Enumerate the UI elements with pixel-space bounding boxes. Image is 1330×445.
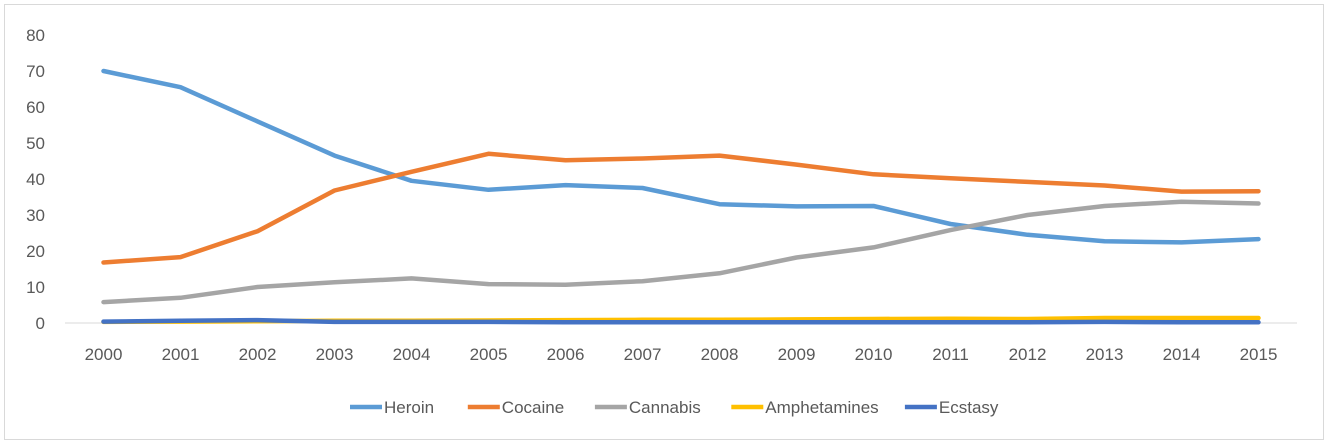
y-axis-ticks: 0 10 20 30 40 50 60 70 80 [26,26,45,333]
y-tick-label: 10 [26,278,45,297]
y-tick-label: 0 [36,314,45,333]
x-tick-label: 2005 [470,345,508,364]
x-tick-label: 2001 [162,345,200,364]
chart-frame [4,4,1324,440]
x-tick-label: 2002 [239,345,277,364]
series-line-ecstasy [101,317,1261,325]
x-tick-label: 2006 [547,345,585,364]
x-axis-ticks: 2000 2001 2002 2003 2004 2005 2006 2007 2008 2009… [85,345,1278,364]
y-tick-label: 30 [26,206,45,225]
x-tick-label: 2011 [932,345,969,364]
x-tick-label: 2012 [1009,345,1047,364]
legend-label: Cannabis [629,398,701,417]
legend-item-amphetamines: Amphetamines [731,398,879,417]
series-lines [101,68,1261,325]
x-tick-label: 2003 [316,345,354,364]
x-tick-label: 2007 [624,345,662,364]
legend-label: Cocaine [502,398,564,417]
legend-item-ecstasy: Ecstasy [904,398,999,417]
legend-item-cocaine: Cocaine [467,398,564,417]
y-tick-label: 80 [26,26,45,45]
legend-label: Amphetamines [765,398,878,417]
y-tick-label: 70 [26,62,45,81]
x-tick-label: 2008 [701,345,739,364]
x-tick-label: 2015 [1240,345,1278,364]
legend-label: Heroin [384,398,434,417]
legend-label: Ecstasy [939,398,999,417]
x-tick-label: 2013 [1086,345,1124,364]
y-tick-label: 60 [26,98,45,117]
y-tick-label: 40 [26,170,45,189]
y-tick-label: 50 [26,134,45,153]
legend-item-heroin: Heroin [350,398,434,417]
series-line-cannabis [101,199,1261,305]
series-line-heroin [101,68,1261,245]
x-tick-label: 2000 [85,345,123,364]
x-tick-label: 2004 [393,345,431,364]
legend: Heroin Cocaine Cannabis Amphetamines Ecstasy [350,398,999,417]
x-tick-label: 2010 [855,345,893,364]
series-line-cocaine [101,151,1261,265]
y-tick-label: 20 [26,242,45,261]
legend-item-cannabis: Cannabis [594,398,701,417]
x-tick-label: 2014 [1163,345,1201,364]
x-tick-label: 2009 [778,345,816,364]
